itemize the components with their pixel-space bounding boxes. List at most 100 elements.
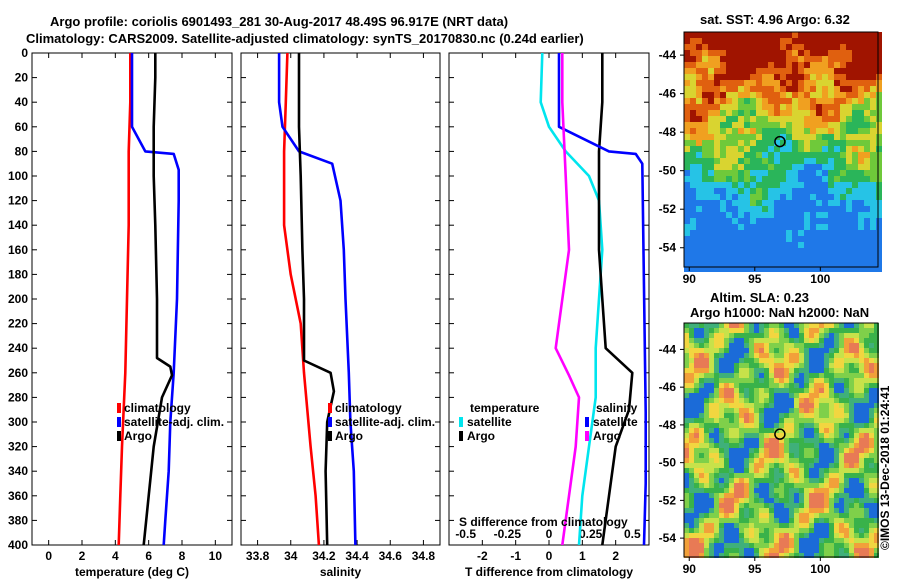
map-cell (798, 200, 804, 206)
map-cell (744, 418, 749, 423)
map-cell (732, 80, 738, 86)
map-cell (854, 503, 859, 508)
map-cell (699, 433, 704, 438)
map-cell (846, 74, 852, 80)
map-cell (690, 260, 696, 266)
map-cell (814, 393, 819, 398)
map-cell (734, 448, 739, 453)
map-cell (756, 146, 762, 152)
map-cell (822, 50, 828, 56)
map-cell (702, 128, 708, 134)
map-cell (834, 488, 839, 493)
map-cell (780, 92, 786, 98)
map-cell (719, 423, 724, 428)
map-cell (714, 128, 720, 134)
map-cell (684, 164, 690, 170)
map-cell (764, 378, 769, 383)
map-cell (840, 92, 846, 98)
map-cell (829, 328, 834, 333)
map-cell (854, 428, 859, 433)
map-cell (719, 333, 724, 338)
map-cell (869, 353, 874, 358)
map-cell (754, 518, 759, 523)
map-cell (719, 468, 724, 473)
map-cell (874, 458, 879, 463)
map-cell (750, 182, 756, 188)
map-cell (784, 493, 789, 498)
map-cell (792, 158, 798, 164)
map-cell (852, 212, 858, 218)
map-cell (734, 423, 739, 428)
map-cell (834, 236, 840, 242)
map-cell (864, 182, 870, 188)
map-cell (839, 483, 844, 488)
map-cell (744, 328, 749, 333)
map-cell (762, 260, 768, 266)
map-cell (846, 170, 852, 176)
map-cell (694, 398, 699, 403)
map-cell (704, 473, 709, 478)
map-cell (726, 212, 732, 218)
map-cell (864, 398, 869, 403)
map-cell (816, 128, 822, 134)
map-cell (714, 343, 719, 348)
map-cell (834, 164, 840, 170)
map-cell (839, 438, 844, 443)
map-cell (829, 403, 834, 408)
map-cell (726, 170, 732, 176)
map-cell (840, 200, 846, 206)
map-cell (804, 333, 809, 338)
map-cell (840, 110, 846, 116)
map-cell (732, 128, 738, 134)
map-cell (814, 323, 819, 328)
map-cell (792, 230, 798, 236)
map-cell (754, 428, 759, 433)
map-cell (779, 368, 784, 373)
map-cell (792, 170, 798, 176)
map-cell (849, 413, 854, 418)
map-cell (869, 428, 874, 433)
map-cell (814, 423, 819, 428)
map-cell (784, 408, 789, 413)
map-cell (762, 218, 768, 224)
map-cell (789, 528, 794, 533)
map-cell (774, 116, 780, 122)
map-cell (702, 158, 708, 164)
map-cell (714, 248, 720, 254)
map-cell (789, 323, 794, 328)
map-cell (780, 56, 786, 62)
map-cell (720, 110, 726, 116)
map-cell (828, 164, 834, 170)
map-cell (846, 176, 852, 182)
map-cell (714, 328, 719, 333)
map-cell (786, 200, 792, 206)
map-cell (846, 116, 852, 122)
map-cell (709, 328, 714, 333)
map-cell (762, 80, 768, 86)
map-cell (834, 176, 840, 182)
map-cell (744, 493, 749, 498)
map-cell (814, 418, 819, 423)
map-cell (749, 378, 754, 383)
map-cell (844, 528, 849, 533)
map-cell (792, 182, 798, 188)
map-cell (839, 458, 844, 463)
map-cell (702, 50, 708, 56)
map-cell (854, 418, 859, 423)
map-cell (699, 413, 704, 418)
map-cell (828, 128, 834, 134)
map-cell (744, 104, 750, 110)
map-cell (786, 254, 792, 260)
map-cell (724, 463, 729, 468)
map-cell (804, 146, 810, 152)
map-cell (739, 468, 744, 473)
map-cell (789, 523, 794, 528)
map-cell (779, 503, 784, 508)
map-cell (844, 523, 849, 528)
map-cell (839, 508, 844, 513)
map-cell (816, 152, 822, 158)
map-cell (689, 508, 694, 513)
map-cell (846, 182, 852, 188)
map-cell (849, 388, 854, 393)
